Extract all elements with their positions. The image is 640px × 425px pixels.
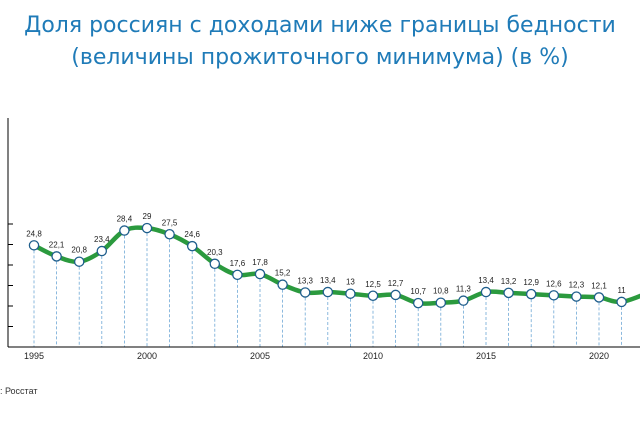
data-label: 12,6: [546, 279, 562, 288]
data-label: 22,1: [49, 240, 65, 249]
data-point: [73, 256, 85, 267]
x-tick-label: 2010: [363, 351, 383, 361]
data-label: 10,7: [410, 287, 426, 296]
data-point: [51, 251, 62, 262]
data-point: [525, 288, 537, 300]
data-point: [141, 222, 153, 234]
data-label: 24,8: [26, 229, 42, 238]
data-point: [232, 269, 243, 281]
data-point: [322, 286, 334, 298]
data-point: [412, 297, 424, 309]
x-tick-label: 2020: [589, 351, 609, 361]
x-tick-label: 2015: [476, 351, 496, 361]
data-label: 15,2: [275, 269, 291, 278]
data-point: [480, 286, 492, 298]
data-point: [209, 258, 221, 270]
data-label: 12,9: [523, 278, 539, 287]
data-point: [277, 279, 288, 290]
data-point: [593, 292, 605, 303]
data-point: [616, 296, 627, 308]
data-label: 28,4: [117, 215, 133, 224]
x-tick-label: 2005: [250, 351, 270, 361]
data-point: [299, 287, 311, 298]
data-point: [367, 290, 379, 301]
data-label: 17,6: [230, 259, 246, 268]
data-label: 10,8: [433, 287, 449, 296]
chart-title-line-1: Доля россиян с доходами ниже границы бед…: [24, 13, 616, 38]
data-point: [254, 268, 266, 280]
data-label: 11: [617, 286, 626, 295]
data-label: 12,5: [365, 280, 381, 289]
data-point: [458, 295, 469, 306]
source-note: к: Росстат: [0, 386, 38, 396]
data-point: [28, 240, 40, 251]
data-label: 11,3: [456, 285, 472, 294]
chart-title-line-2: (величины прожиточного минимума) (в %): [71, 45, 569, 70]
data-label: 24,6: [184, 230, 200, 239]
data-point: [164, 228, 175, 240]
data-label: 13: [346, 278, 355, 287]
data-label: 13,4: [320, 276, 336, 285]
x-tick-label: 2000: [137, 351, 157, 361]
data-label: 29: [143, 212, 152, 221]
data-point: [119, 225, 130, 236]
data-point: [345, 288, 356, 299]
data-label: 20,3: [207, 248, 223, 257]
data-point: [548, 290, 560, 301]
chart-title: Доля россиян с доходами ниже границы бед…: [0, 10, 640, 74]
data-label: 13,3: [297, 276, 313, 285]
data-label: 17,8: [252, 258, 268, 267]
data-label: 12,3: [569, 281, 585, 290]
data-point: [186, 240, 198, 252]
data-label: 27,5: [162, 218, 178, 227]
data-label: 20,8: [71, 246, 87, 255]
x-tick-label: 1995: [24, 351, 44, 361]
data-point: [571, 291, 582, 302]
data-point: [503, 287, 514, 299]
data-label: 13,2: [501, 277, 517, 286]
data-label: 23,4: [94, 235, 110, 244]
data-label: 12,7: [388, 279, 404, 288]
data-point: [96, 245, 108, 257]
series-line: [31, 225, 640, 306]
data-point: [435, 297, 447, 308]
data-label: 12,1: [591, 281, 607, 290]
data-label: 13,4: [478, 276, 494, 285]
data-point: [390, 289, 401, 301]
